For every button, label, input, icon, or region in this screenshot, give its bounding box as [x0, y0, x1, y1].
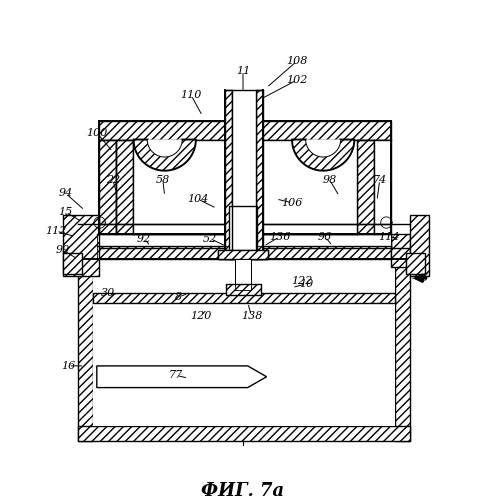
- Polygon shape: [256, 90, 263, 260]
- Polygon shape: [99, 120, 391, 140]
- Polygon shape: [391, 248, 410, 267]
- Text: 15: 15: [58, 207, 73, 217]
- Polygon shape: [63, 252, 82, 274]
- Text: 16: 16: [61, 361, 76, 371]
- Text: 30: 30: [101, 288, 115, 298]
- Polygon shape: [97, 366, 267, 388]
- Text: 112: 112: [46, 226, 67, 236]
- Bar: [374, 140, 391, 234]
- Text: 108: 108: [286, 56, 308, 66]
- Text: 58: 58: [156, 175, 170, 185]
- Text: 102: 102: [286, 75, 308, 85]
- Polygon shape: [78, 248, 97, 267]
- Polygon shape: [63, 215, 99, 276]
- Text: 22: 22: [106, 175, 120, 185]
- Bar: [133, 140, 357, 234]
- Text: 10: 10: [299, 279, 313, 289]
- Bar: [133, 140, 357, 234]
- Polygon shape: [134, 140, 196, 170]
- Polygon shape: [306, 140, 340, 156]
- Polygon shape: [148, 140, 182, 156]
- Polygon shape: [78, 260, 93, 442]
- Text: 110: 110: [180, 90, 202, 100]
- Text: 114: 114: [379, 232, 400, 241]
- Bar: [235, 260, 251, 290]
- Text: 96: 96: [318, 232, 332, 241]
- Polygon shape: [357, 140, 374, 234]
- Text: 11: 11: [236, 66, 250, 76]
- Polygon shape: [225, 90, 232, 260]
- Text: 92: 92: [137, 234, 151, 243]
- Text: 100: 100: [86, 128, 107, 138]
- Text: 136: 136: [269, 232, 291, 241]
- Text: 52: 52: [203, 234, 217, 243]
- Text: 6: 6: [420, 273, 428, 283]
- Bar: [218, 250, 268, 260]
- Polygon shape: [99, 140, 116, 234]
- Text: 77: 77: [169, 370, 183, 380]
- Polygon shape: [97, 246, 391, 260]
- Text: 94: 94: [58, 188, 73, 198]
- Bar: [97, 234, 391, 246]
- Polygon shape: [116, 140, 133, 234]
- Text: 74: 74: [373, 175, 387, 185]
- Polygon shape: [93, 294, 395, 302]
- Polygon shape: [292, 140, 354, 170]
- Text: ФИГ. 7а: ФИГ. 7а: [201, 482, 285, 500]
- Bar: [93, 260, 395, 294]
- Text: 8: 8: [175, 292, 182, 302]
- Polygon shape: [395, 260, 410, 442]
- Polygon shape: [78, 234, 97, 260]
- Text: 98: 98: [323, 175, 337, 185]
- Bar: [229, 206, 257, 260]
- Polygon shape: [391, 234, 410, 260]
- Polygon shape: [99, 234, 391, 248]
- Polygon shape: [374, 140, 391, 234]
- Text: 138: 138: [241, 311, 262, 321]
- Polygon shape: [226, 284, 261, 295]
- Polygon shape: [78, 426, 410, 442]
- Polygon shape: [406, 252, 425, 274]
- Bar: [232, 90, 256, 260]
- Bar: [93, 260, 395, 426]
- Text: 104: 104: [187, 194, 208, 204]
- Text: 106: 106: [281, 198, 303, 207]
- Polygon shape: [410, 215, 429, 276]
- Text: 120: 120: [190, 311, 211, 321]
- Text: 122: 122: [291, 276, 312, 286]
- Text: 99: 99: [56, 245, 70, 255]
- Polygon shape: [218, 250, 268, 260]
